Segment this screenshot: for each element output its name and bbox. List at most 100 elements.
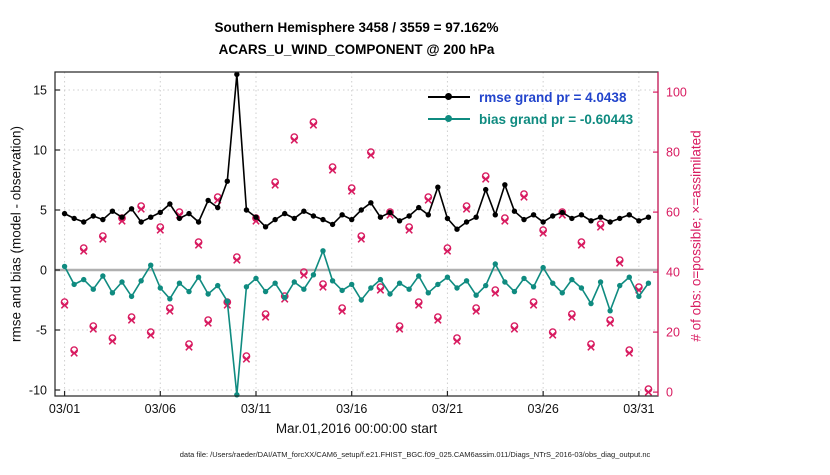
rmse-point [521, 216, 527, 223]
bias-point [540, 264, 546, 271]
rmse-point [291, 215, 297, 222]
obs-assimilated-marker [577, 241, 586, 249]
x-tick-label: 03/31 [623, 402, 654, 416]
obs-assimilated-marker [424, 196, 433, 204]
rmse-point [463, 219, 470, 225]
rmse-point [157, 209, 163, 216]
rmse-point [444, 215, 451, 222]
bias-point [530, 284, 537, 290]
obs-assimilated-marker [60, 301, 69, 309]
bias-point [444, 274, 451, 280]
bias-point [349, 281, 355, 288]
right-axis-label: # of obs: o=possible; ×=assimilated [688, 130, 704, 342]
obs-assimilated-marker [606, 319, 614, 327]
obs-assimilated-marker [395, 325, 404, 333]
obs-assimilated-marker [529, 301, 538, 309]
rmse-point [349, 216, 355, 223]
obs-assimilated-marker [70, 349, 78, 357]
obs-assimilated-marker [357, 235, 366, 243]
rmse-point [90, 213, 96, 219]
bias-point [148, 262, 154, 268]
bias-point [157, 285, 163, 291]
rmse-point [473, 214, 479, 220]
bias-point [186, 288, 192, 295]
bias-line-sample [428, 115, 470, 123]
obs-assimilated-marker [376, 286, 385, 294]
bias-point [368, 285, 374, 291]
x-tick-label: 03/06 [145, 402, 176, 416]
bias-point [435, 281, 441, 288]
rmse-point [109, 208, 116, 214]
rmse-point [358, 207, 364, 213]
legend-label-rmse: rmse grand pr = 4.0438 [479, 89, 627, 105]
obs-assimilated-marker [501, 217, 509, 225]
obs-assimilated-marker [137, 205, 145, 213]
rmse-series [61, 71, 652, 232]
rmse-point [100, 216, 106, 223]
rmse-point [559, 209, 565, 216]
right-tick-label: 20 [666, 326, 680, 340]
rmse-point [607, 219, 613, 225]
bias-point [224, 298, 230, 304]
tick-labels-layer: -10 -5 0 5 10 15 0 20 40 60 80 100 03/01 03/06 03/11 03… [29, 84, 687, 417]
rmse-point [167, 201, 173, 207]
obs-assimilated-marker [491, 289, 500, 297]
obs-assimilated-marker [644, 388, 653, 396]
rmse-point [588, 218, 594, 224]
rmse-marker-icon [445, 93, 452, 101]
bias-point [339, 287, 345, 294]
bias-point [550, 280, 556, 286]
obs-assimilated-marker [166, 307, 174, 315]
bias-point [492, 261, 498, 267]
rmse-point [550, 213, 556, 219]
left-tick-label: 5 [40, 204, 47, 218]
rmse-point [435, 184, 441, 190]
bias-point [262, 288, 269, 295]
x-tick-label: 03/26 [528, 402, 559, 416]
rmse-point [454, 226, 460, 232]
rmse-point [511, 208, 518, 214]
obs-assimilated-marker [539, 229, 547, 237]
obs-assimilated-marker [434, 316, 442, 324]
legend-item-rmse: rmse grand pr = 4.0438 [428, 86, 633, 108]
bias-point [282, 294, 288, 301]
grid-layer [55, 72, 658, 396]
obs-assimilated-marker [510, 325, 519, 333]
obs-assimilated-marker [587, 343, 595, 351]
obs-assimilated-marker [453, 337, 461, 345]
rmse-point [492, 212, 498, 218]
rmse-point [71, 215, 77, 222]
obs-assimilated-marker [462, 205, 471, 213]
rmse-point [234, 71, 240, 78]
rmse-line-sample [428, 93, 470, 101]
bias-point [128, 293, 135, 300]
left-tick-label: -10 [29, 384, 47, 398]
obs-assimilated-marker [300, 271, 308, 279]
obs-assimilated-marker [347, 187, 356, 195]
right-tick-label: 40 [666, 266, 680, 280]
left-axis-label: rmse and bias (model - observation) [8, 125, 24, 343]
rmse-point [626, 212, 632, 218]
x-tick-label: 03/01 [49, 402, 80, 416]
obs-assimilated-marker [261, 313, 270, 321]
obs-assimilated-marker [472, 307, 480, 315]
left-tick-label: -5 [36, 324, 47, 338]
bias-marker-icon [445, 115, 452, 123]
rmse-point [368, 200, 374, 206]
bias-point [100, 273, 106, 279]
bias-point [387, 291, 393, 297]
data-file-caption: data file: /Users/raeder/DAI/ATM_forcXX/… [179, 450, 651, 459]
obs-assimilated-marker [309, 121, 318, 129]
obs-assimilated-marker [118, 217, 126, 225]
chart-title-line1: Southern Hemisphere 3458 / 3559 = 97.162… [214, 20, 499, 35]
rmse-point [128, 206, 135, 212]
bias-point [176, 280, 183, 286]
obs-assimilated-marker [481, 175, 490, 183]
rmse-point [483, 186, 489, 193]
obs-assimilated-marker [271, 181, 279, 189]
bias-point [569, 276, 575, 283]
rmse-point [617, 215, 623, 222]
bias-point [272, 280, 278, 286]
bias-point [195, 274, 202, 280]
